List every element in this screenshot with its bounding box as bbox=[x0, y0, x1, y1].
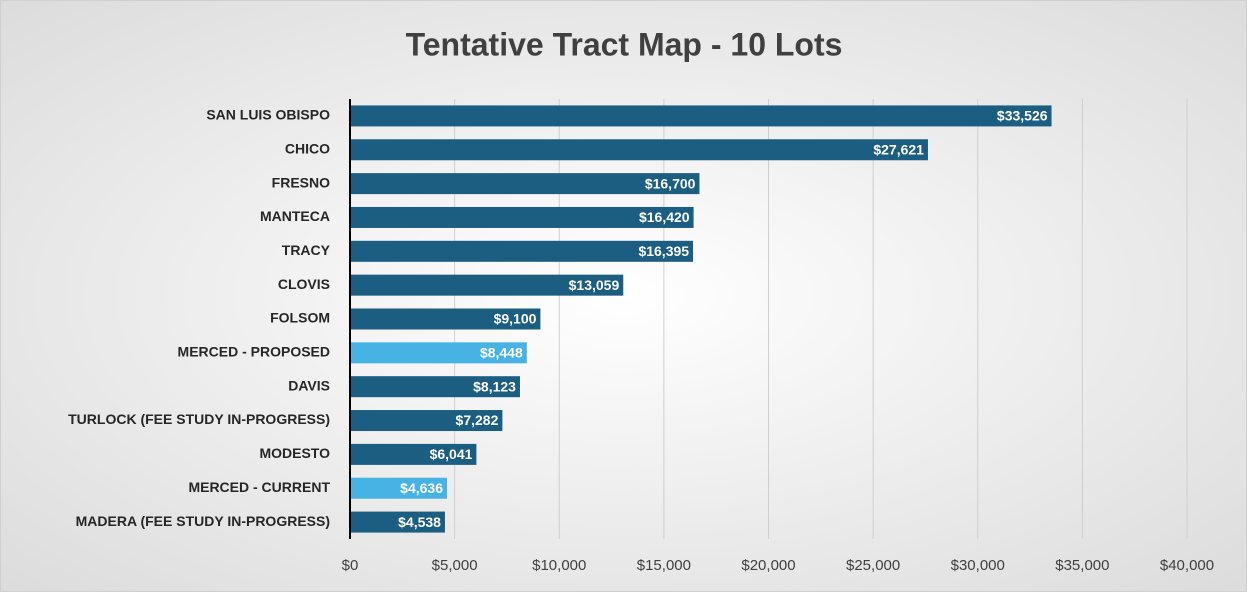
y-tick-label: TURLOCK (FEE STUDY IN-PROGRESS) bbox=[68, 411, 330, 427]
data-label: $7,282 bbox=[456, 412, 499, 428]
data-label: $4,636 bbox=[400, 480, 443, 496]
chart-title: Tentative Tract Map - 10 Lots bbox=[406, 26, 843, 62]
data-label: $16,395 bbox=[638, 243, 689, 259]
x-tick-label: $15,000 bbox=[637, 557, 691, 574]
x-tick-label: $35,000 bbox=[1055, 557, 1109, 574]
bar bbox=[350, 443, 477, 465]
x-tick-label: $0 bbox=[342, 557, 359, 574]
y-tick-label: MADERA (FEE STUDY IN-PROGRESS) bbox=[76, 513, 330, 529]
data-label: $16,420 bbox=[639, 209, 690, 225]
bar bbox=[350, 139, 928, 161]
data-label: $16,700 bbox=[645, 175, 696, 191]
x-tick-label: $25,000 bbox=[846, 557, 900, 574]
bar bbox=[350, 410, 503, 432]
x-tick-label: $5,000 bbox=[432, 557, 478, 574]
x-tick-label: $20,000 bbox=[741, 557, 795, 574]
bar bbox=[350, 173, 700, 195]
data-label: $8,123 bbox=[473, 378, 516, 394]
data-label: $4,538 bbox=[398, 514, 441, 530]
bar bbox=[350, 511, 445, 533]
y-tick-label: MERCED - CURRENT bbox=[188, 479, 330, 495]
data-label: $13,059 bbox=[569, 277, 620, 293]
y-tick-label: CLOVIS bbox=[278, 276, 330, 292]
data-label: $33,526 bbox=[997, 108, 1048, 124]
bar bbox=[350, 240, 694, 262]
data-label: $6,041 bbox=[430, 446, 473, 462]
bar bbox=[350, 308, 541, 330]
y-tick-label: MODESTO bbox=[259, 445, 330, 461]
x-tick-label: $40,000 bbox=[1160, 557, 1214, 574]
y-tick-label: FRESNO bbox=[272, 174, 330, 190]
bar bbox=[350, 274, 624, 296]
data-label: $27,621 bbox=[873, 141, 924, 157]
x-tick-label: $30,000 bbox=[951, 557, 1005, 574]
y-tick-label: SAN LUIS OBISPO bbox=[206, 107, 330, 123]
data-label: $8,448 bbox=[480, 345, 523, 361]
y-tick-label: CHICO bbox=[285, 140, 330, 156]
data-label: $9,100 bbox=[494, 311, 537, 327]
bar bbox=[350, 206, 694, 228]
y-tick-label: FOLSOM bbox=[270, 310, 330, 326]
bar bbox=[350, 342, 527, 364]
bar bbox=[350, 477, 448, 499]
y-tick-label: TRACY bbox=[282, 242, 331, 258]
y-tick-label: MANTECA bbox=[260, 208, 330, 224]
y-tick-label: MERCED - PROPOSED bbox=[178, 344, 330, 360]
x-tick-label: $10,000 bbox=[532, 557, 586, 574]
y-tick-label: DAVIS bbox=[288, 377, 330, 393]
bar bbox=[350, 105, 1052, 127]
bar bbox=[350, 376, 520, 398]
